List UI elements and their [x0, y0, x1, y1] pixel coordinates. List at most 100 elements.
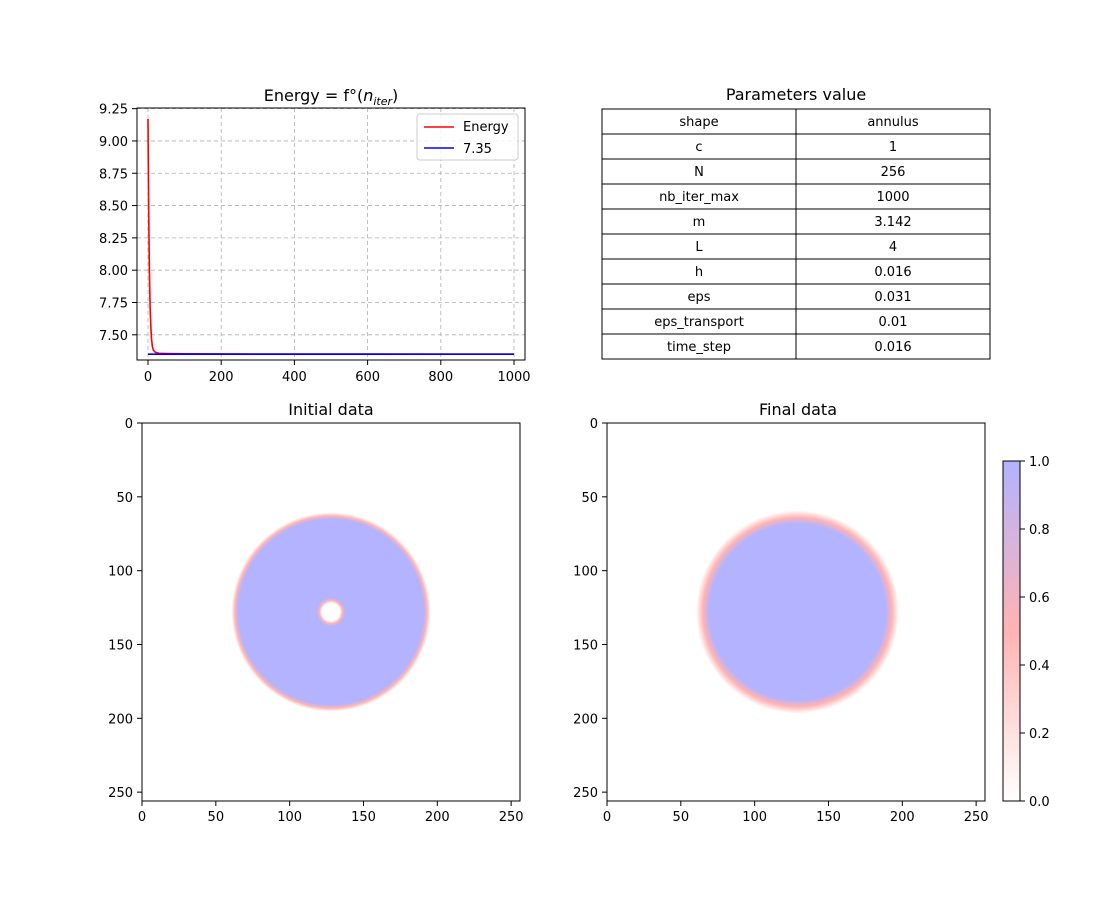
table-param-name: eps	[687, 290, 710, 305]
x-tick-label: 0	[144, 370, 152, 385]
y-tick-label: 50	[581, 491, 598, 506]
x-tick-label: 600	[355, 370, 380, 385]
x-tick-label: 200	[425, 810, 450, 825]
table-param-name: m	[693, 215, 706, 230]
table-param-value: 3.142	[874, 215, 911, 230]
initial-data-title: Initial data	[288, 400, 373, 419]
table-param-name: time_step	[667, 340, 731, 355]
x-tick-label: 1000	[497, 370, 530, 385]
table-param-name: nb_iter_max	[659, 190, 739, 205]
table-param-value: 0.01	[879, 315, 908, 330]
y-tick-label: 50	[116, 491, 133, 506]
table-cell	[795, 233, 991, 260]
table-param-value: 1000	[876, 190, 909, 205]
initial-data-frame	[141, 422, 521, 802]
final-data-title: Final data	[759, 400, 837, 419]
table-param-name: eps_transport	[654, 315, 744, 330]
table-row: m 3.142	[601, 208, 991, 235]
table-param-value: 1	[889, 140, 897, 155]
colorbar-tick-label: 1.0	[1029, 455, 1050, 470]
table-cell	[601, 233, 797, 260]
y-tick-label: 0	[590, 417, 598, 432]
x-tick-label: 400	[282, 370, 307, 385]
table-param-value: 0.016	[874, 265, 911, 280]
x-tick-label: 100	[742, 810, 767, 825]
x-tick-label: 800	[428, 370, 453, 385]
y-tick-label: 8.00	[99, 264, 128, 279]
y-tick-label: 250	[573, 786, 598, 801]
y-tick-label: 9.25	[99, 103, 128, 118]
table-param-name: h	[695, 265, 703, 280]
table-cell	[795, 333, 991, 360]
y-tick-label: 9.00	[99, 135, 128, 150]
x-tick-label: 250	[499, 810, 524, 825]
colorbar-tick-label: 0.8	[1029, 523, 1050, 538]
table-param-value: 256	[881, 165, 906, 180]
table-row: N 256	[601, 158, 991, 185]
x-tick-label: 50	[673, 810, 690, 825]
legend-energy-label: Energy	[463, 120, 509, 135]
table-cell	[795, 108, 991, 135]
parameters-table-title: Parameters value	[726, 85, 866, 104]
y-tick-label: 8.75	[99, 167, 128, 182]
y-tick-label: 8.50	[99, 200, 128, 215]
y-tick-label: 200	[108, 712, 133, 727]
y-tick-label: 8.25	[99, 232, 128, 247]
x-tick-label: 250	[964, 810, 989, 825]
energy-chart: Energy = f°(niter) 0 200 400 600 800 1000 7.5…	[99, 86, 531, 385]
table-param-name: L	[695, 240, 703, 255]
table-row: shape annulus	[601, 108, 991, 135]
colorbar-tick-label: 0.6	[1029, 591, 1050, 606]
legend-reference-label: 7.35	[463, 142, 492, 157]
energy-chart-title: Energy = f°(niter)	[264, 86, 399, 108]
table-param-value: annulus	[867, 115, 919, 130]
y-tick-label: 7.50	[99, 329, 128, 344]
colorbar-gradient	[1002, 460, 1021, 802]
colorbar: 0.0 0.2 0.4 0.6 0.8 1.0	[1002, 455, 1050, 810]
y-tick-label: 150	[108, 638, 133, 653]
table-param-value: 4	[889, 240, 897, 255]
table-row: eps 0.031	[601, 283, 991, 310]
table-cell	[795, 258, 991, 285]
colorbar-tick-label: 0.0	[1029, 795, 1050, 810]
energy-plot-frame	[136, 107, 526, 361]
table-cell	[795, 133, 991, 160]
phase-field-ring	[691, 505, 904, 719]
table-cell	[601, 308, 797, 335]
energy-legend: Energy 7.35	[416, 113, 519, 161]
y-tick-label: 100	[573, 565, 598, 580]
y-tick-label: 100	[108, 565, 133, 580]
table-param-name: N	[694, 165, 704, 180]
table-row: h 0.016	[601, 258, 991, 285]
y-tick-label: 250	[108, 786, 133, 801]
table-row: time_step 0.016	[601, 333, 991, 360]
colorbar-tick-label: 0.4	[1029, 659, 1050, 674]
y-tick-label: 7.75	[99, 296, 128, 311]
x-tick-label: 0	[138, 810, 146, 825]
table-param-value: 0.031	[874, 290, 911, 305]
initial-data-heatmap: Initial data 0 50 100 150 200 250 0 50 100 150 200…	[108, 400, 523, 825]
table-cell	[795, 158, 991, 185]
x-tick-label: 200	[890, 810, 915, 825]
table-row: nb_iter_max 1000	[601, 183, 991, 210]
table-param-value: 0.016	[874, 340, 911, 355]
table-cell	[601, 258, 797, 285]
y-tick-label: 150	[573, 638, 598, 653]
table-cell	[601, 158, 797, 185]
table-cell	[795, 308, 991, 335]
phase-field-ring	[229, 510, 433, 714]
final-data-frame	[606, 422, 986, 802]
table-cell	[601, 283, 797, 310]
x-tick-label: 150	[351, 810, 376, 825]
x-tick-label: 0	[603, 810, 611, 825]
x-tick-label: 200	[209, 370, 234, 385]
table-cell	[601, 333, 797, 360]
x-tick-label: 100	[277, 810, 302, 825]
x-tick-label: 50	[208, 810, 225, 825]
colorbar-tick-label: 0.2	[1029, 727, 1050, 742]
final-data-heatmap: Final data 0 50 100 150 200 250 0 50 100 150 200 25…	[573, 400, 988, 825]
